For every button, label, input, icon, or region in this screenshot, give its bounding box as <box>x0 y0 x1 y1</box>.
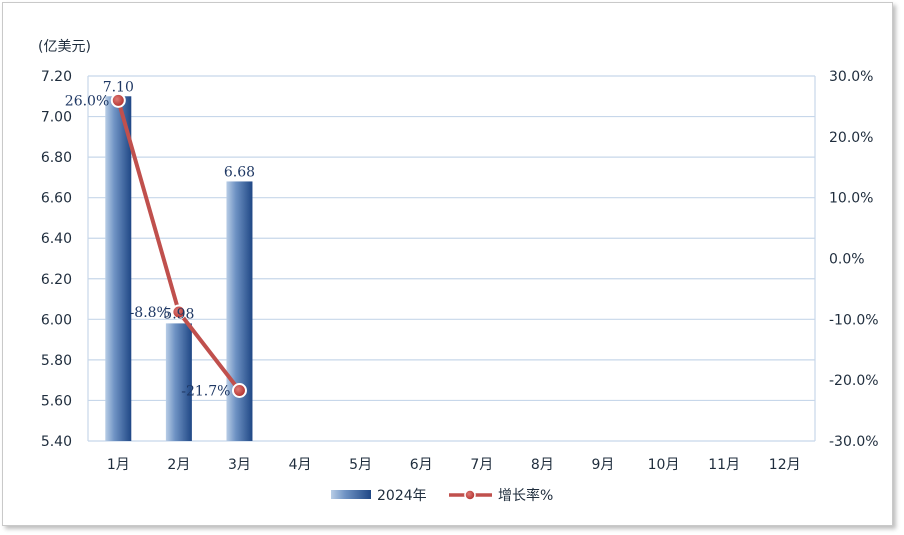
unit-label: (亿美元) <box>38 39 91 55</box>
bar-value-label: 7.10 <box>103 79 134 95</box>
legend: 2024年 增长率% <box>331 487 553 504</box>
bar-2月 <box>165 323 192 441</box>
y-axis-left: 5.40 5.60 5.80 6.00 6.20 6.40 6.60 6.80 7.00 7.20 <box>41 69 72 450</box>
y-left-tick-label: 6.00 <box>41 312 72 328</box>
y-left-tick-label: 5.80 <box>41 353 72 369</box>
bar-value-label: 5.98 <box>163 306 194 322</box>
x-tick-label: 3月 <box>228 457 251 473</box>
y-axis-right: -30.0% -20.0% -10.0% 0.0% 10.0% 20.0% 30.0% <box>829 69 879 450</box>
x-tick-label: 4月 <box>289 457 312 473</box>
bar-1月 <box>105 96 132 442</box>
y-left-tick-label: 5.60 <box>41 393 72 409</box>
y-right-tick-label: 0.0% <box>829 252 865 268</box>
x-tick-label: 6月 <box>410 457 433 473</box>
x-tick-label: 9月 <box>591 457 614 473</box>
bar-value-label: 6.68 <box>224 164 255 180</box>
growth-rate-value-label: 26.0% <box>65 93 109 109</box>
y-right-tick-label: 30.0% <box>829 69 873 85</box>
y-left-tick-label: 6.20 <box>41 272 72 288</box>
growth-rate-point <box>231 383 247 399</box>
y-left-tick-label: 7.00 <box>41 110 72 126</box>
x-tick-label: 12月 <box>769 457 801 473</box>
x-tick-label: 7月 <box>470 457 493 473</box>
growth-rate-value-label: -8.8% <box>130 305 170 321</box>
x-tick-label: 2月 <box>167 457 190 473</box>
y-right-tick-label: -30.0% <box>829 434 879 450</box>
data-labels: 7.10 5.98 6.68 26.0% -8.8% -21.7% <box>65 79 255 399</box>
legend-line-label: 增长率% <box>498 487 553 504</box>
grid-lines <box>87 75 816 442</box>
y-left-tick-label: 6.60 <box>41 191 72 207</box>
x-tick-label: 5月 <box>349 457 372 473</box>
growth-rate-value-label: -21.7% <box>181 384 230 400</box>
x-tick-label: 11月 <box>708 457 740 473</box>
growth-rate-point <box>110 92 126 108</box>
x-tick-label: 1月 <box>107 457 130 473</box>
chart-frame <box>2 2 893 526</box>
x-tick-label: 10月 <box>648 457 680 473</box>
x-tick-label: 8月 <box>531 457 554 473</box>
x-axis: 1月 2月 3月 4月 5月 6月 7月 8月 9月 10月 11月 12月 <box>107 457 801 473</box>
legend-bar-label: 2024年 <box>377 488 427 504</box>
bar-3月 <box>226 181 253 441</box>
legend-bar-swatch <box>331 490 371 499</box>
y-right-tick-label: 20.0% <box>829 130 873 146</box>
line-series <box>110 92 247 399</box>
legend-line-marker <box>464 489 476 501</box>
y-left-tick-label: 7.20 <box>41 69 72 85</box>
y-left-tick-label: 6.80 <box>41 150 72 166</box>
y-right-tick-label: -20.0% <box>829 373 879 389</box>
y-left-tick-label: 5.40 <box>41 434 72 450</box>
y-right-tick-label: -10.0% <box>829 312 879 328</box>
y-left-tick-label: 6.40 <box>41 231 72 247</box>
y-right-tick-label: 10.0% <box>829 191 873 207</box>
growth-rate-point <box>171 304 187 320</box>
